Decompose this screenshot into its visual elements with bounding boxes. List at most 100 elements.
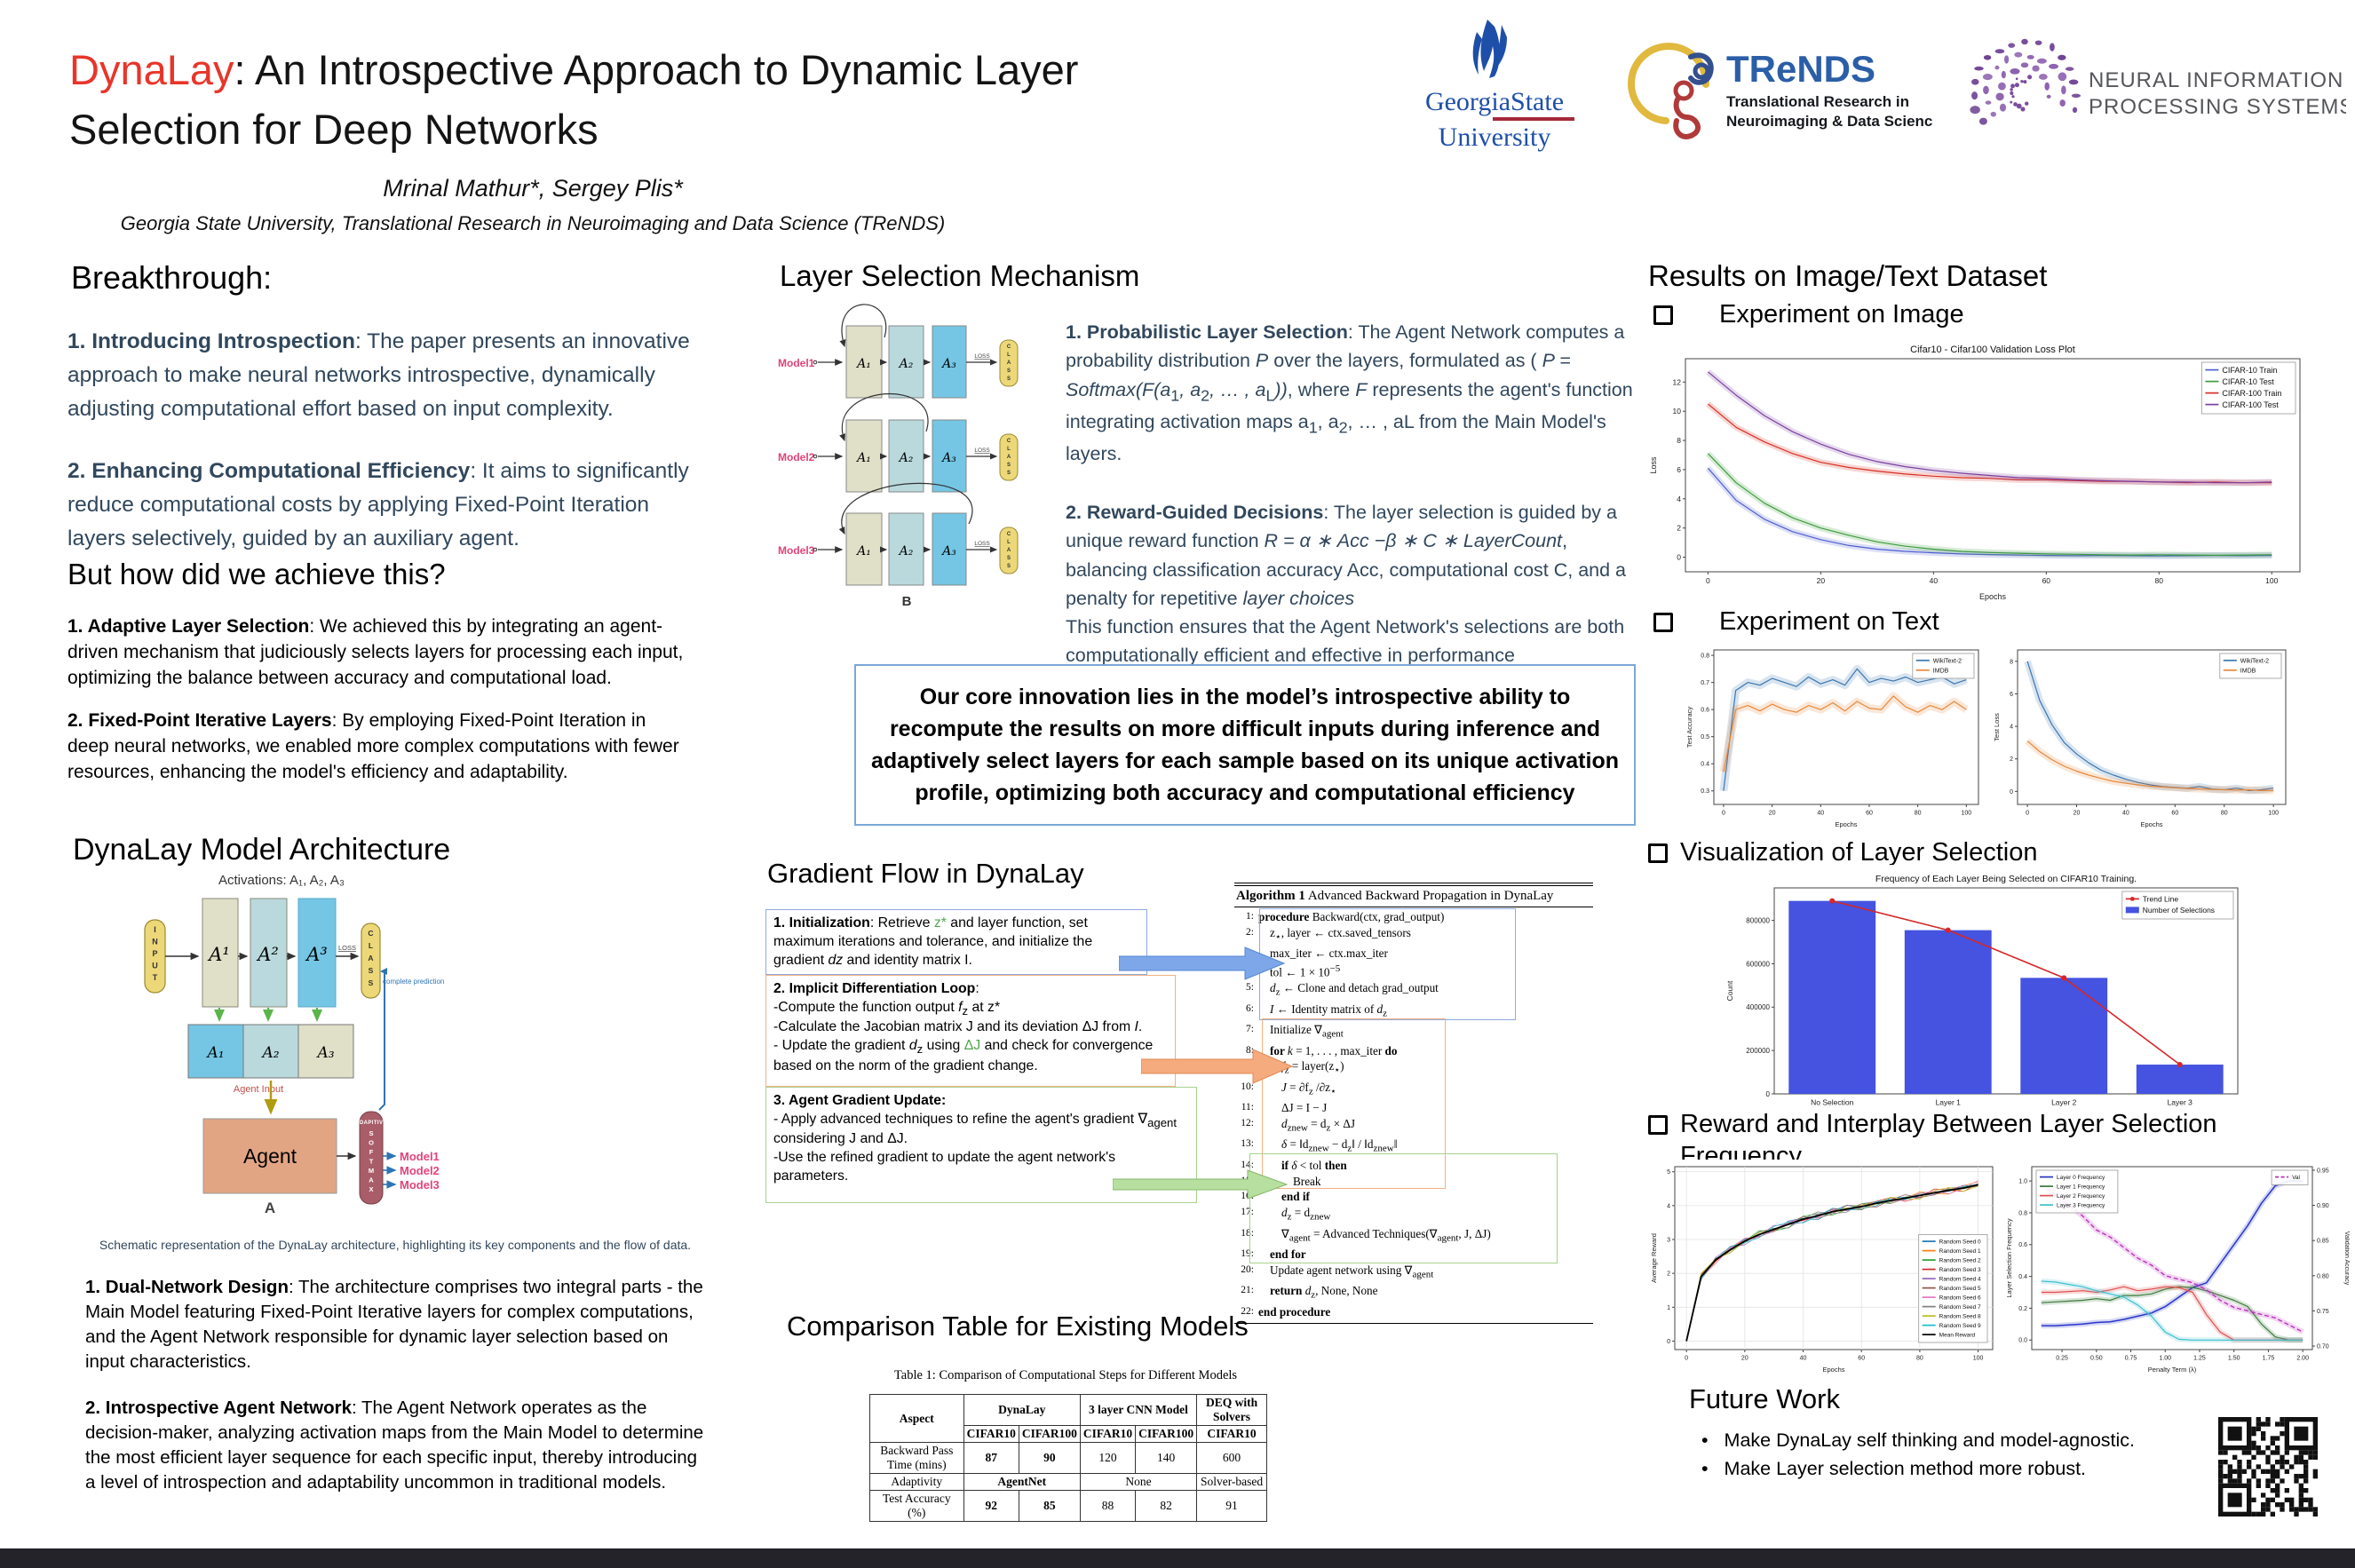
- activation-a2-box: [242, 1024, 299, 1079]
- mech-layer-box: [888, 325, 924, 399]
- svg-text:Random Seed 3: Random Seed 3: [1939, 1267, 1981, 1273]
- future-bullet-2: • Make Layer selection method more robust…: [1701, 1458, 2087, 1479]
- svg-text:Layer 1: Layer 1: [1936, 1098, 1962, 1107]
- algorithm-line: 22: end procedure: [1241, 1304, 1331, 1319]
- svg-text:6: 6: [2010, 692, 2013, 698]
- svg-text:Random Seed 0: Random Seed 0: [1939, 1239, 1981, 1245]
- svg-text:Penalty Term (λ): Penalty Term (λ): [2148, 1366, 2197, 1374]
- layer-a3-label: A³: [305, 944, 328, 965]
- svg-text:8: 8: [1677, 436, 1681, 445]
- table-cell: DEQ with Solvers: [1196, 1394, 1267, 1426]
- table-cell: CIFAR10: [1079, 1425, 1137, 1443]
- svg-text:0: 0: [1677, 553, 1681, 562]
- svg-text:0.25: 0.25: [2056, 1356, 2068, 1362]
- mech-layer-label: A₃: [940, 544, 956, 558]
- layer-a2-box: [250, 898, 288, 1008]
- svg-text:0: 0: [1722, 811, 1725, 817]
- svg-text:80: 80: [2155, 576, 2164, 585]
- adaptive-label: ADAPITIVE: [355, 1121, 387, 1126]
- svg-text:20: 20: [1769, 811, 1776, 817]
- svg-text:Epochs: Epochs: [2140, 820, 2162, 828]
- gradient-flow-heading: Gradient Flow in DynaLay: [767, 858, 1084, 889]
- svg-text:Count: Count: [1725, 980, 1734, 1001]
- svg-text:Random Seed 2: Random Seed 2: [1939, 1257, 1981, 1263]
- breakthrough-point-1: 1. Introducing Introspection: The paper …: [67, 329, 690, 422]
- item-experiment-image: Experiment on Image: [1653, 300, 1964, 329]
- mech-layer-box: [845, 419, 883, 493]
- svg-text:4: 4: [1677, 495, 1681, 503]
- table-cell: AgentNet: [963, 1473, 1081, 1491]
- svg-text:Mean Reward: Mean Reward: [1939, 1332, 1976, 1338]
- svg-text:0.90: 0.90: [2317, 1203, 2329, 1209]
- svg-text:Frequency of Each Layer Being: Frequency of Each Layer Being Selected o…: [1875, 874, 2137, 884]
- future-bullet-1: • Make DynaLay self thinking and model-ag…: [1701, 1429, 2136, 1451]
- green-flow-arrow: [1113, 1169, 1289, 1200]
- mech-layer-label: A₁: [855, 451, 871, 465]
- algorithm-line: 14: if δ < tol then: [1241, 1158, 1347, 1172]
- svg-text:60: 60: [2042, 576, 2051, 585]
- svg-text:8: 8: [2010, 659, 2013, 665]
- svg-text:0: 0: [2010, 789, 2013, 796]
- model2-label: Model2: [400, 1164, 440, 1177]
- trends-brain-icon: [1628, 43, 1714, 139]
- svg-text:4: 4: [1667, 1203, 1670, 1209]
- svg-text:Random Seed 8: Random Seed 8: [1939, 1313, 1981, 1319]
- checkbox-icon: [1648, 843, 1668, 863]
- svg-text:0.95: 0.95: [2317, 1168, 2329, 1174]
- algorithm-line: 13: δ = ‖dznew − dz‖ / ‖dznew‖: [1241, 1137, 1398, 1155]
- average-reward-chart: 0 20 40 60 80 100 0 1 2 3 4 5 Epochs Average Reward Ra…: [1648, 1160, 2000, 1374]
- trends-acronym: TReNDS: [1726, 48, 1875, 90]
- svg-text:0.6: 0.6: [2018, 1242, 2027, 1248]
- svg-text:Random Seed 6: Random Seed 6: [1939, 1295, 1981, 1301]
- model1-label: Model1: [400, 1150, 440, 1163]
- complete-prediction-label: complete prediction: [383, 978, 444, 986]
- table-cell: Solver-based: [1196, 1473, 1267, 1491]
- layer-a1-box: [202, 898, 239, 1008]
- mech-layer-label: A₁: [855, 544, 871, 558]
- table-cell: 140: [1135, 1442, 1198, 1474]
- layer-a3-box: [297, 898, 337, 1008]
- reward-guided-point: 2. Reward-Guided Decisions: The layer se…: [1066, 502, 1626, 667]
- svg-text:Layer 1 Frequency: Layer 1 Frequency: [2057, 1184, 2105, 1190]
- svg-text:Validation Accuracy: Validation Accuracy: [2343, 1231, 2350, 1286]
- svg-text:0.3: 0.3: [1701, 788, 1709, 795]
- mechanism-diagram: Model1 A₁ A₂ A₃ LOSS C L A S S Model2 A₁ A₂ A₃ LOSS C L A…: [762, 302, 1083, 611]
- svg-text:0.70: 0.70: [2317, 1343, 2329, 1350]
- svg-text:200000: 200000: [1746, 1047, 1770, 1055]
- authors: Mrinal Mathur*, Sergey Plis*: [383, 175, 683, 202]
- title-line1: DynaLay: An Introspective Approach to Dy…: [69, 46, 1079, 93]
- svg-text:10: 10: [1673, 407, 1682, 416]
- svg-text:0.4: 0.4: [1701, 762, 1709, 768]
- table-cell: CIFAR10: [1196, 1425, 1267, 1443]
- algorithm-line: 19: end for: [1241, 1247, 1306, 1262]
- activation-a1-box: [187, 1024, 244, 1079]
- svg-text:0.8: 0.8: [1701, 653, 1709, 660]
- svg-text:12: 12: [1673, 377, 1682, 386]
- svg-text:CIFAR-10 Train: CIFAR-10 Train: [2222, 366, 2277, 375]
- svg-text:0: 0: [1667, 1339, 1670, 1345]
- svg-text:Layer 2 Frequency: Layer 2 Frequency: [2057, 1193, 2105, 1200]
- svg-text:Val: Val: [2292, 1175, 2300, 1181]
- svg-text:WikiText-2: WikiText-2: [2240, 658, 2269, 664]
- algorithm-line: 2: z⋆, layer ← ctx.saved_tensors: [1246, 925, 1411, 943]
- svg-text:No Selection: No Selection: [1811, 1098, 1853, 1107]
- algorithm-line: 12: dznew = dz × ΔJ: [1241, 1117, 1355, 1134]
- svg-text:IMDB: IMDB: [2240, 668, 2256, 674]
- svg-text:0.5: 0.5: [1701, 734, 1709, 740]
- breakthrough-heading: Breakthrough:: [71, 259, 273, 296]
- mech-class-node: [999, 339, 1019, 387]
- table-cell: 92: [963, 1490, 1019, 1522]
- mech-layer-box: [932, 512, 967, 586]
- layer-a2-label: A²: [256, 944, 279, 965]
- svg-text:0.80: 0.80: [2317, 1273, 2329, 1279]
- poster-footer-bar: [0, 1548, 2355, 1568]
- svg-text:Random Seed 9: Random Seed 9: [1939, 1323, 1981, 1329]
- class-node: [361, 923, 381, 999]
- activation-a3-label: A₃: [315, 1044, 334, 1062]
- checkbox-icon: [1653, 612, 1673, 632]
- algorithm-line: 11: ΔJ = I − J: [1241, 1101, 1328, 1115]
- svg-text:40: 40: [2122, 811, 2129, 817]
